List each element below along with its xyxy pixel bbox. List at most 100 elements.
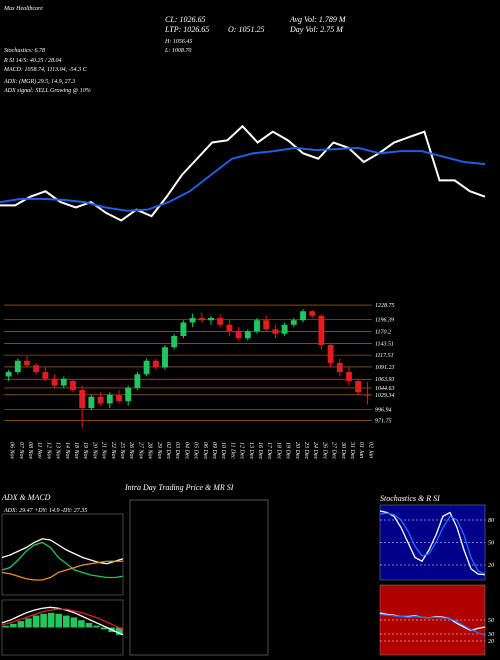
rsi-text: R SI 14/5: 40.25 / 28.04	[3, 57, 62, 64]
candle-body	[24, 360, 30, 366]
x-tick-label: 06 Nov	[9, 442, 15, 460]
series-line	[1, 538, 124, 565]
histogram-bar	[40, 613, 47, 628]
y-tick-label: 80	[488, 518, 494, 524]
histogram-bar	[100, 627, 108, 630]
x-tick-label: 20 Dec	[294, 442, 300, 459]
high: H: 1056.45	[164, 38, 192, 45]
close: CL: 1026.65	[165, 15, 205, 24]
y-tick-label: 50	[488, 618, 494, 624]
x-tick-label: 06 Dec	[202, 442, 208, 459]
histogram-bar	[32, 615, 40, 628]
histogram-bar	[78, 620, 85, 628]
series-line	[1, 560, 123, 581]
candle-body	[208, 318, 214, 321]
y-tick-label: 1063.93	[375, 377, 395, 383]
x-tick-label: 12 Dec	[239, 442, 245, 459]
x-tick-label: 21 Nov	[101, 442, 107, 460]
candle-body	[180, 322, 187, 336]
panel-frame	[129, 499, 269, 656]
y-tick-label: 1196.39	[375, 318, 394, 324]
x-tick-label: 28 Nov	[147, 442, 153, 460]
candle-body	[162, 347, 168, 368]
x-tick-label: 18 Dec	[275, 442, 281, 459]
x-tick-label: 13 Nov	[55, 442, 61, 460]
candle-body	[346, 372, 352, 381]
y-tick-label: 1091.23	[375, 365, 395, 371]
y-tick-label: 20	[488, 563, 494, 569]
x-tick-label: 05 Dec	[193, 442, 199, 459]
x-tick-label: 02 Jan	[367, 442, 373, 458]
series-line	[379, 512, 486, 575]
series-line	[0, 146, 486, 212]
x-tick-label: 26 Dec	[321, 442, 327, 459]
series-line	[379, 510, 486, 576]
x-tick-label: 17 Dec	[266, 442, 272, 459]
candle-body	[355, 381, 362, 393]
candle-body	[14, 360, 21, 372]
histogram-bar	[25, 618, 32, 628]
y-tick-label: 30	[487, 632, 494, 638]
candle-body	[318, 315, 325, 345]
candle-body	[134, 374, 141, 388]
candle-body	[281, 324, 288, 334]
y-tick-label: 50	[488, 541, 494, 547]
series-line	[0, 124, 486, 222]
macd-text: MACD: 1058.74, 1113.04, -54.3 C	[3, 66, 88, 73]
adx-signal: ADX signal: SELL Growing @ 10%	[3, 88, 91, 94]
y-tick-label: 1029.34	[375, 392, 395, 399]
candle-body	[364, 394, 371, 396]
candle-body	[5, 372, 12, 377]
candle-body	[97, 396, 104, 404]
x-tick-label: 13 Dec	[248, 442, 254, 459]
x-tick-label: 12 Nov	[45, 442, 51, 460]
candle-body	[88, 396, 95, 408]
x-tick-label: 27 Dec	[331, 442, 337, 459]
histogram-bar	[115, 627, 123, 635]
candle-body	[106, 394, 113, 404]
x-tick-label: 22 Nov	[110, 442, 116, 460]
candle-body	[42, 372, 49, 379]
x-tick-label: 11 Nov	[36, 442, 42, 459]
x-tick-label: 19 Nov	[82, 442, 88, 460]
avg-vol: Avg Vol: 1.789 M	[289, 15, 347, 24]
y-tick-label: 1228.75	[375, 303, 395, 309]
candle-body	[254, 320, 260, 332]
candle-body	[116, 394, 122, 402]
candle-body	[189, 318, 196, 323]
histogram-bar	[2, 625, 10, 628]
candle-body	[290, 320, 297, 325]
series-line	[1, 608, 124, 630]
x-tick-label: 24 Dec	[312, 442, 319, 459]
candle-body	[327, 345, 334, 363]
x-tick-label: 11 Dec	[229, 442, 235, 459]
candle-body	[60, 378, 67, 386]
candle-body	[33, 365, 40, 372]
x-tick-label: 09 Dec	[211, 442, 217, 459]
x-tick-label: 16 Dec	[257, 442, 263, 459]
candle-body	[79, 390, 86, 408]
x-tick-label: 27 Nov	[137, 442, 143, 460]
histogram-bar	[55, 613, 62, 628]
x-tick-label: 25 Nov	[119, 442, 125, 460]
histogram-bar	[10, 623, 17, 628]
adx-text: ADX: (MGR) 29.5, 14.9, 27.3	[3, 78, 75, 85]
stoch-text: Stochastics: 6.78	[4, 48, 45, 54]
candle-body	[217, 318, 224, 325]
x-tick-label: 29 Nov	[156, 442, 162, 460]
y-tick-label: 1044.63	[375, 385, 395, 392]
candle-body	[171, 336, 178, 348]
x-tick-label: 03 Dec	[174, 442, 180, 459]
y-tick-label: 1143.51	[375, 340, 394, 347]
ltp: LTP: 1026.65	[164, 25, 209, 34]
low: L: 1008.70	[164, 48, 191, 54]
y-tick-label: 1170.2	[375, 329, 391, 335]
x-tick-label: 14 Nov	[64, 442, 71, 460]
y-tick-label: 971.75	[375, 419, 392, 425]
histogram-bar	[93, 625, 100, 628]
x-tick-label: 10 Dec	[220, 442, 226, 459]
panel-subtitle: ADX: 29.47 +DY: 14.9 -DY: 27.35	[3, 507, 87, 514]
histogram-bar	[70, 617, 78, 628]
x-tick-label: 01 Jan	[358, 442, 364, 458]
y-tick-label: 1117.51	[375, 353, 394, 359]
